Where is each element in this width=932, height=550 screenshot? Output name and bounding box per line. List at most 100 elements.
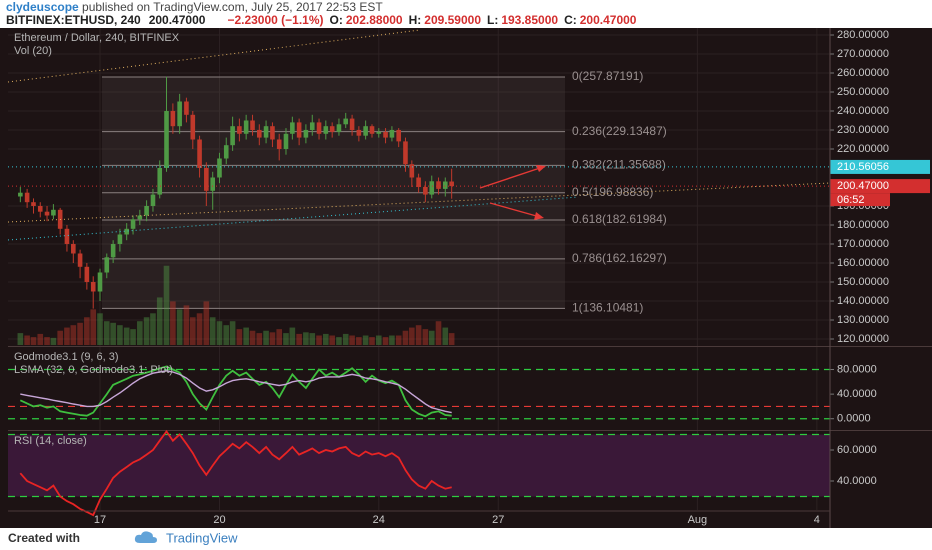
volume-bar (263, 330, 269, 345)
symbol: BITFINEX:ETHUSD, 240 (6, 13, 141, 27)
volume-bar (323, 333, 329, 345)
candle-body (396, 129, 401, 142)
volume-bar (289, 327, 296, 345)
price-tag (830, 179, 930, 194)
y-tick-label: 220.00000 (837, 143, 889, 155)
fib-label: 0.5(196.98836) (572, 185, 653, 199)
candle-body (77, 253, 83, 267)
volume-bar (448, 333, 455, 345)
volume-bar (137, 321, 143, 345)
candle-body (429, 181, 435, 195)
candle-body (449, 181, 454, 187)
candle-body (369, 126, 375, 134)
y-tick-label: 230.00000 (837, 124, 889, 136)
candle-body (376, 131, 382, 134)
candle-body (323, 126, 329, 134)
candle-body (137, 215, 143, 220)
volume-bar (249, 330, 256, 345)
arrow-head (534, 212, 544, 220)
candle-body (223, 145, 229, 159)
published: published on TradingView.com, July 25, 2… (79, 0, 384, 14)
volume-bar (97, 313, 103, 345)
author[interactable]: clydeuscope (6, 0, 79, 14)
volume-bar (176, 309, 183, 345)
y-tick-label: 270.00000 (837, 48, 889, 60)
quote-line: BITFINEX:ETHUSD, 240 200.47000 −2.23000 (−… (6, 13, 637, 27)
candle-body (243, 120, 249, 134)
candle-body (31, 202, 36, 206)
candle-body (383, 131, 388, 138)
fib-label: 1(136.10481) (572, 301, 643, 315)
y-tick-label: 120.00000 (837, 333, 889, 345)
volume-bar (309, 333, 316, 345)
candle-body (263, 126, 269, 138)
volume-bar (276, 329, 283, 345)
candle-body (217, 158, 222, 178)
volume-bar (369, 337, 375, 345)
volume-bar (37, 333, 44, 345)
candle-body (283, 133, 289, 149)
candle-body (164, 110, 169, 168)
candle-body (24, 192, 30, 203)
volume-bar (342, 333, 349, 345)
candle-body (270, 126, 275, 140)
candle-body (423, 186, 428, 195)
header-bar (0, 0, 932, 28)
volume-bar (402, 330, 409, 345)
series-line (19, 429, 452, 517)
candle-body (256, 129, 262, 138)
series-name: LSMA (32, 0, Godmode3.1: Plot) (14, 364, 173, 376)
candle-body (349, 118, 355, 130)
trend-line (7, 196, 579, 241)
y-tick-label: 250.00000 (837, 86, 889, 98)
candle-body (309, 122, 315, 130)
candle-body (204, 167, 209, 191)
x-tick-label: 27 (492, 514, 504, 526)
volume-bar (50, 337, 57, 345)
candle-body (97, 272, 103, 292)
candle-body (436, 181, 441, 189)
fib-label: 0.618(182.61984) (572, 212, 667, 226)
volume-bar (203, 301, 210, 345)
volume-bar (229, 321, 236, 345)
volume-bar (130, 329, 136, 345)
volume-bar (163, 265, 170, 345)
volume-bar (24, 335, 30, 345)
candle-body (303, 129, 309, 138)
candle-body (157, 167, 163, 195)
y-tick-label: 180.00000 (837, 219, 889, 231)
volume-bar (356, 337, 362, 345)
candle-body (442, 181, 448, 189)
fib-label: 0.382(211.35688) (572, 158, 666, 172)
candle-body (64, 228, 70, 244)
volume-bar (30, 337, 37, 345)
volume-bar (209, 317, 216, 345)
candle-body (177, 101, 182, 127)
candle-body (37, 205, 43, 212)
volume-bar (57, 330, 63, 345)
candle-body (18, 192, 23, 197)
volume-bar (70, 325, 77, 345)
volume-bar (256, 333, 263, 345)
volume-bar (296, 333, 302, 345)
footer-created: Created with (8, 531, 80, 545)
footer-brand[interactable]: TradingView (166, 530, 238, 545)
volume-bar (269, 332, 276, 345)
price-tag-label: 200.47000 (837, 180, 889, 192)
arrow-head (536, 165, 546, 172)
series-name: RSI (14, close) (14, 435, 87, 447)
volume-bar (64, 327, 70, 345)
candle-body (250, 120, 255, 130)
volume-bar (90, 309, 97, 345)
volume-bar (389, 335, 395, 345)
y-tick-label: 0.0000 (837, 413, 871, 425)
volume-bar (428, 330, 435, 345)
candle-body (71, 243, 76, 254)
volume-bar (336, 337, 342, 345)
volume-bar (110, 322, 116, 345)
candle-body (210, 177, 216, 191)
y-tick-label: 60.0000 (837, 444, 877, 456)
x-tick-label: 20 (213, 514, 225, 526)
volume-bar (189, 317, 196, 345)
change: −2.23000 (−1.1%) (227, 13, 323, 27)
